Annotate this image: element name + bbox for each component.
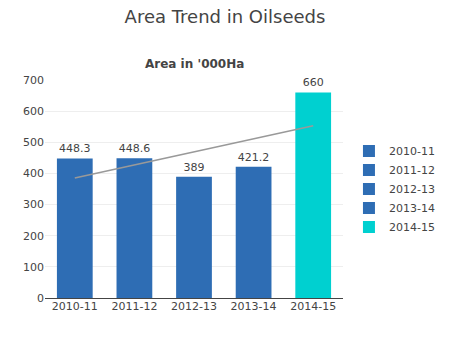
- svg-text:421.2: 421.2: [238, 151, 270, 164]
- svg-text:448.6: 448.6: [119, 142, 150, 155]
- svg-text:2014-15: 2014-15: [290, 300, 336, 313]
- svg-text:389: 389: [184, 161, 205, 174]
- svg-text:400: 400: [23, 167, 44, 180]
- svg-text:300: 300: [23, 198, 44, 211]
- svg-text:2012-13: 2012-13: [389, 183, 435, 196]
- svg-text:700: 700: [23, 74, 44, 87]
- svg-text:448.3: 448.3: [59, 142, 91, 155]
- svg-text:500: 500: [23, 136, 44, 149]
- svg-text:100: 100: [23, 261, 44, 274]
- svg-text:2013-14: 2013-14: [231, 300, 277, 313]
- svg-text:600: 600: [23, 105, 44, 118]
- svg-text:2014-15: 2014-15: [389, 221, 435, 234]
- svg-text:2010-11: 2010-11: [389, 145, 435, 158]
- svg-text:0: 0: [37, 292, 44, 305]
- svg-text:200: 200: [23, 230, 44, 243]
- svg-text:2012-13: 2012-13: [171, 300, 217, 313]
- svg-text:2011-12: 2011-12: [389, 164, 435, 177]
- svg-text:2013-14: 2013-14: [389, 202, 435, 215]
- svg-text:660: 660: [303, 76, 324, 89]
- svg-text:2011-12: 2011-12: [111, 300, 157, 313]
- svg-text:Area Trend in Oilseeds: Area Trend in Oilseeds: [125, 6, 326, 27]
- svg-text:2010-11: 2010-11: [52, 300, 98, 313]
- svg-text:Area in '000Ha: Area in '000Ha: [145, 57, 244, 71]
